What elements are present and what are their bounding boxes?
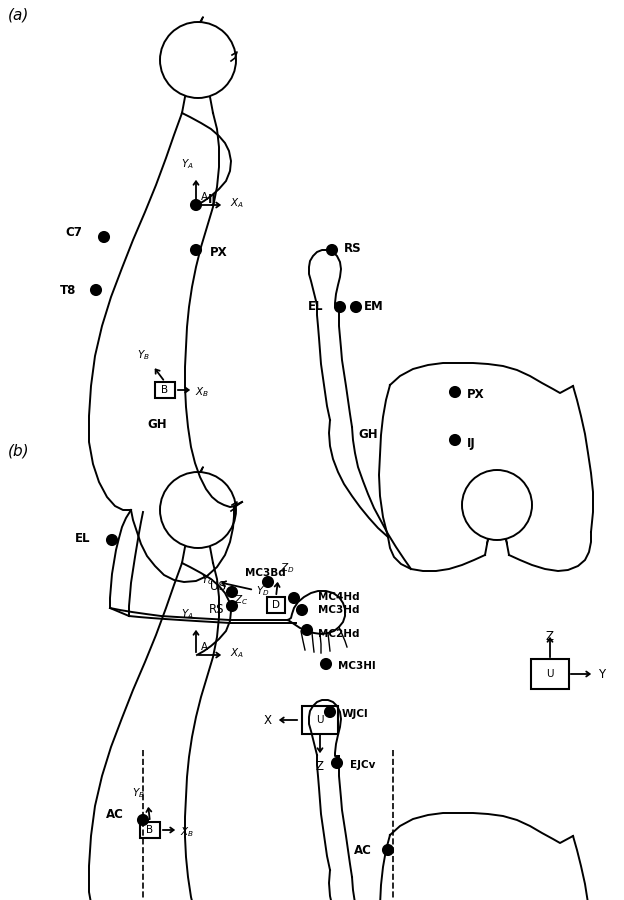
Text: EJCv: EJCv: [350, 760, 376, 770]
Text: IJ: IJ: [467, 436, 475, 449]
Text: B: B: [147, 825, 154, 835]
Circle shape: [302, 625, 312, 635]
Circle shape: [91, 285, 101, 295]
Circle shape: [450, 435, 460, 445]
Bar: [140, 822, 160, 838]
Text: A: A: [201, 192, 208, 202]
Text: C7: C7: [65, 227, 82, 239]
Text: $Y_B$: $Y_B$: [137, 348, 150, 362]
Text: $Z_C$: $Z_C$: [233, 593, 248, 607]
Text: PX: PX: [210, 246, 228, 258]
Text: EM: EM: [364, 300, 384, 312]
Text: IJ: IJ: [208, 194, 217, 206]
Text: U: U: [316, 715, 324, 725]
Circle shape: [263, 577, 273, 587]
Circle shape: [297, 605, 307, 615]
Circle shape: [99, 232, 109, 242]
Circle shape: [327, 245, 337, 255]
Circle shape: [325, 707, 335, 717]
Bar: [531, 659, 569, 689]
Text: T8: T8: [60, 284, 76, 296]
Circle shape: [335, 302, 345, 312]
Text: $X_A$: $X_A$: [230, 196, 244, 210]
Circle shape: [321, 659, 331, 669]
Text: (b): (b): [8, 444, 29, 459]
Bar: [155, 382, 175, 398]
Text: $Y_D$: $Y_D$: [256, 584, 270, 598]
Text: $Y_C$: $Y_C$: [201, 573, 214, 587]
Text: AC: AC: [106, 808, 124, 822]
Text: $X_B$: $X_B$: [195, 385, 209, 399]
Circle shape: [332, 758, 342, 768]
Text: EL: EL: [308, 300, 323, 312]
Circle shape: [191, 200, 201, 210]
Text: B: B: [162, 385, 168, 395]
Circle shape: [138, 815, 148, 825]
Text: Y: Y: [598, 668, 605, 680]
Text: US: US: [210, 580, 226, 593]
Text: MC4Hd: MC4Hd: [318, 592, 359, 602]
Text: $Y_A$: $Y_A$: [181, 158, 194, 171]
Text: X: X: [264, 714, 272, 726]
Circle shape: [383, 845, 393, 855]
Text: GH: GH: [147, 418, 167, 430]
Text: GH: GH: [358, 428, 378, 442]
Text: U: U: [546, 669, 553, 679]
Text: WJCl: WJCl: [342, 709, 369, 719]
Text: $Z_D$: $Z_D$: [280, 562, 295, 575]
Circle shape: [148, 403, 162, 417]
Text: MC2Hd: MC2Hd: [318, 629, 359, 639]
Text: PX: PX: [467, 389, 485, 401]
Circle shape: [351, 302, 361, 312]
Text: D: D: [272, 600, 280, 610]
Circle shape: [289, 593, 299, 603]
Text: RS: RS: [208, 603, 224, 616]
Text: $Y_A$: $Y_A$: [181, 608, 194, 621]
Text: $Y_B$: $Y_B$: [132, 787, 145, 800]
Text: Z: Z: [546, 630, 554, 643]
Text: $X_B$: $X_B$: [180, 825, 194, 839]
Circle shape: [107, 535, 117, 545]
Bar: [302, 706, 338, 734]
Bar: [267, 597, 285, 613]
Circle shape: [227, 601, 237, 611]
Text: MC3Hl: MC3Hl: [338, 661, 376, 671]
Circle shape: [191, 245, 201, 255]
Text: MC3Hd: MC3Hd: [318, 605, 359, 615]
Circle shape: [450, 387, 460, 397]
Text: Z: Z: [316, 760, 324, 773]
Text: EL: EL: [74, 532, 90, 544]
Text: AC: AC: [354, 843, 372, 857]
Circle shape: [227, 587, 237, 597]
Text: MC3Bd: MC3Bd: [245, 568, 285, 578]
Text: $X_A$: $X_A$: [230, 646, 244, 660]
Text: RS: RS: [344, 241, 362, 255]
Text: A: A: [201, 642, 208, 652]
Circle shape: [386, 423, 400, 437]
Text: (a): (a): [8, 7, 29, 22]
